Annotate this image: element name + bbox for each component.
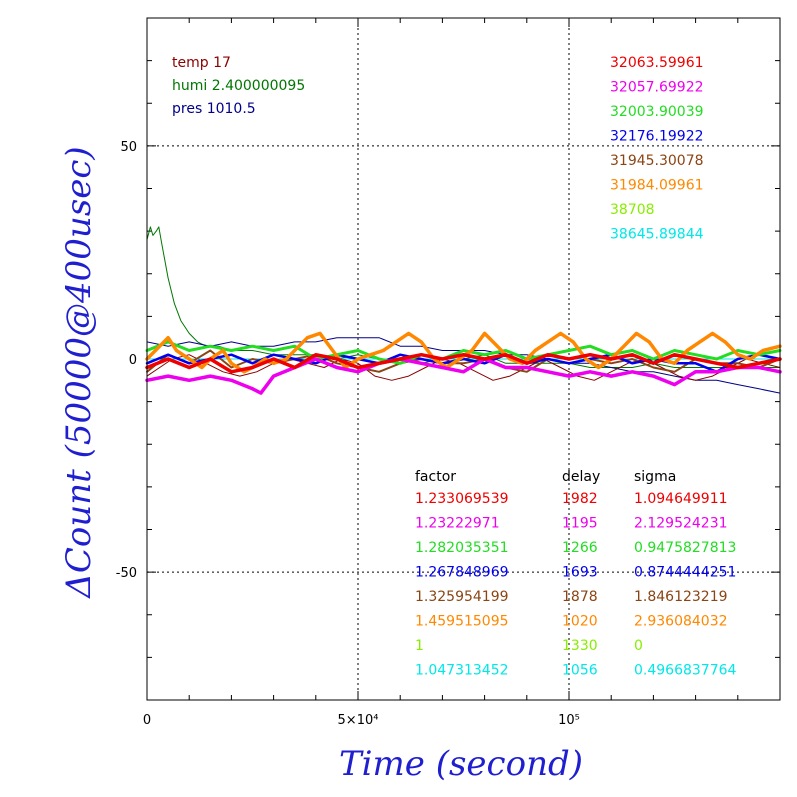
table-cell-sigma: 0.8744444251 bbox=[634, 565, 736, 581]
series-line bbox=[145, 352, 782, 374]
x-axis-label: Time (second) bbox=[339, 744, 583, 784]
y-axis-label: ΔCount (50000@400usec) bbox=[59, 146, 99, 599]
table-cell-factor: 1.23222971 bbox=[415, 516, 500, 532]
table-cell-sigma: 1.846123219 bbox=[634, 589, 728, 605]
table-cell-factor: 1 bbox=[415, 638, 424, 654]
table-cell-factor: 1.233069539 bbox=[415, 491, 509, 507]
series-value-label: 32003.90039 bbox=[610, 104, 704, 120]
table-cell-delay: 1266 bbox=[562, 540, 598, 556]
y-tick-label: 0 bbox=[129, 353, 137, 368]
table-cell-delay: 1982 bbox=[562, 491, 598, 507]
series-line bbox=[145, 357, 782, 395]
table-cell-delay: 1056 bbox=[562, 663, 598, 679]
table-header: factor bbox=[415, 469, 456, 485]
series-value-legend: 32063.59961 32057.69922 32003.90039 32176.1… bbox=[610, 55, 704, 243]
series-line bbox=[145, 340, 782, 365]
table-cell-factor: 1.047313452 bbox=[415, 663, 509, 679]
series-value-label: 32176.19922 bbox=[610, 129, 704, 145]
x-tick-label: 0 bbox=[143, 713, 151, 728]
plot-frame bbox=[146, 17, 781, 701]
series-lines bbox=[145, 331, 782, 395]
series-value-label: 38708 bbox=[610, 202, 655, 218]
env-label: temp 17 bbox=[172, 55, 231, 71]
table-cell-delay: 1878 bbox=[562, 589, 598, 605]
table-cell-delay: 1693 bbox=[562, 565, 598, 581]
table-cell-delay: 1330 bbox=[562, 638, 598, 654]
parameter-table: factor delay sigma 1.233069539 1982 1.0946499… bbox=[415, 469, 737, 679]
table-cell-sigma: 1.094649911 bbox=[634, 491, 728, 507]
axis-ticks bbox=[146, 17, 781, 701]
table-cell-factor: 1.459515095 bbox=[415, 614, 509, 630]
series-value-label: 31945.30078 bbox=[610, 153, 704, 169]
series-value-label: 32057.69922 bbox=[610, 80, 704, 96]
series-line bbox=[146, 349, 781, 373]
x-tick-label: 10⁵ bbox=[558, 713, 580, 728]
series-value-label: 38645.89844 bbox=[610, 227, 704, 243]
table-cell-sigma: 2.129524231 bbox=[634, 516, 728, 532]
env-label: humi 2.400000095 bbox=[172, 78, 305, 94]
y-tick-label: -50 bbox=[116, 566, 137, 581]
table-cell-factor: 1.267848969 bbox=[415, 565, 509, 581]
table-cell-delay: 1020 bbox=[562, 614, 598, 630]
table-header: sigma bbox=[634, 469, 676, 485]
x-tick-label: 5×10⁴ bbox=[338, 713, 379, 728]
table-cell-sigma: 0.9475827813 bbox=[634, 540, 736, 556]
table-cell-factor: 1.282035351 bbox=[415, 540, 509, 556]
series-value-label: 31984.09961 bbox=[610, 178, 704, 194]
table-cell-sigma: 0 bbox=[634, 638, 643, 654]
table-cell-delay: 1195 bbox=[562, 516, 598, 532]
table-cell-sigma: 0.4966837764 bbox=[634, 663, 737, 679]
table-cell-factor: 1.325954199 bbox=[415, 589, 509, 605]
y-tick-label: 50 bbox=[120, 140, 137, 155]
table-header: delay bbox=[562, 469, 600, 485]
tick-labels: 0 5×10⁴ 10⁵ 50 0 -50 bbox=[116, 140, 580, 728]
table-cell-sigma: 2.936084032 bbox=[634, 614, 728, 630]
series-value-label: 32063.59961 bbox=[610, 55, 704, 71]
env-series-line bbox=[146, 226, 780, 368]
environment-legend: temp 17 humi 2.400000095 pres 1010.5 bbox=[172, 55, 305, 117]
env-label: pres 1010.5 bbox=[172, 101, 256, 117]
